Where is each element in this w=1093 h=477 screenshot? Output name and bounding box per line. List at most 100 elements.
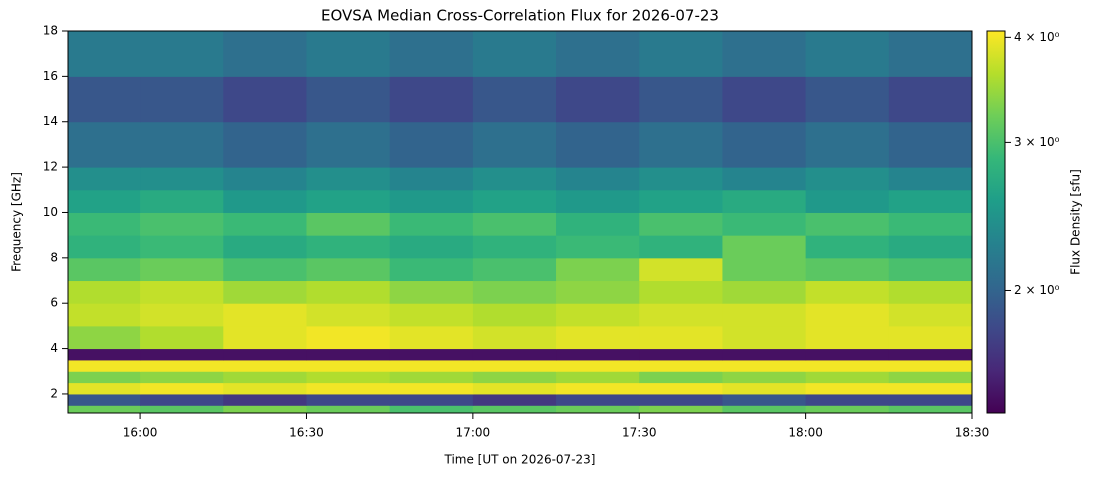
x-tick-label: 17:00 — [456, 426, 491, 440]
heatmap-cell — [306, 393, 391, 406]
heatmap-cell — [805, 31, 890, 77]
heatmap-cell — [556, 393, 640, 406]
heatmap-cell — [140, 257, 224, 282]
heatmap-cell — [639, 280, 723, 304]
heatmap-cell — [306, 325, 391, 350]
heatmap-cell — [805, 303, 890, 327]
heatmap-cell — [639, 393, 723, 406]
y-tick-label: 16 — [43, 69, 58, 83]
y-tick-label: 18 — [43, 24, 58, 38]
heatmap-cell — [888, 76, 973, 123]
heatmap-cell — [68, 121, 141, 168]
heatmap-cell — [805, 382, 890, 395]
heatmap-cell — [722, 405, 807, 414]
heatmap-cell — [389, 167, 474, 191]
heatmap-cell — [472, 235, 557, 259]
heatmap-cell — [556, 348, 640, 361]
heatmap-cell — [722, 189, 807, 213]
heatmap-cell — [223, 405, 307, 414]
x-axis-label: Time [UT on 2026-07-23] — [444, 453, 596, 467]
heatmap-cell — [389, 303, 474, 327]
x-tick-label: 18:30 — [955, 426, 990, 440]
y-tick-label: 2 — [50, 386, 58, 400]
heatmap-cell — [888, 212, 973, 236]
heatmap-cell — [888, 235, 973, 259]
heatmap-cell — [223, 382, 307, 395]
heatmap-cell — [306, 76, 391, 123]
heatmap-cell — [223, 325, 307, 350]
heatmap-cell — [223, 235, 307, 259]
heatmap-cell — [140, 371, 224, 384]
heatmap-cell — [722, 257, 807, 282]
heatmap-cell — [639, 212, 723, 236]
heatmap-cell — [805, 212, 890, 236]
heatmap-cell — [888, 325, 973, 350]
heatmap-cell — [556, 325, 640, 350]
heatmap-cell — [389, 212, 474, 236]
heatmap-cell — [805, 76, 890, 123]
heatmap-cell — [68, 303, 141, 327]
heatmap-cell — [888, 121, 973, 168]
heatmap-cell — [639, 189, 723, 213]
heatmap-cell — [223, 280, 307, 304]
heatmap-cell — [68, 280, 141, 304]
heatmap-cell — [556, 235, 640, 259]
x-tick-label: 16:00 — [123, 426, 158, 440]
heatmap-cell — [639, 382, 723, 395]
heatmap-cell — [68, 31, 141, 77]
heatmap-cell — [306, 189, 391, 213]
heatmap-cell — [223, 167, 307, 191]
heatmap-cell — [472, 31, 557, 77]
heatmap-cell — [556, 303, 640, 327]
heatmap-cell — [805, 405, 890, 414]
heatmap-cell — [639, 167, 723, 191]
heatmap-cell — [389, 393, 474, 406]
heatmap-cell — [722, 31, 807, 77]
heatmap-cell — [472, 257, 557, 282]
x-tick-label: 17:30 — [622, 426, 657, 440]
heatmap-cell — [722, 121, 807, 168]
x-tick-label: 16:30 — [289, 426, 324, 440]
heatmap-cell — [306, 31, 391, 77]
heatmap-cell — [805, 325, 890, 350]
heatmap-cell — [68, 76, 141, 123]
heatmap-cell — [722, 393, 807, 406]
heatmap-cell — [472, 189, 557, 213]
heatmap-cell — [639, 257, 723, 282]
heatmap-cell — [389, 280, 474, 304]
heatmap-cell — [306, 405, 391, 414]
heatmap-cell — [805, 393, 890, 406]
heatmap-cell — [223, 359, 307, 372]
heatmap-cell — [140, 121, 224, 168]
heatmap-cell — [639, 31, 723, 77]
heatmap-cell — [888, 393, 973, 406]
heatmap-cell — [223, 212, 307, 236]
heatmap-cell — [140, 325, 224, 350]
heatmap-cell — [556, 371, 640, 384]
heatmap-cell — [805, 257, 890, 282]
heatmap-cell — [306, 303, 391, 327]
heatmap-cell — [389, 189, 474, 213]
plot-frame — [67, 30, 973, 414]
heatmap-cell — [389, 382, 474, 395]
heatmap-cell — [68, 371, 141, 384]
heatmap-cell — [389, 257, 474, 282]
heatmap-cell — [140, 235, 224, 259]
colorbar-tick-label: 3 × 10⁰ — [1014, 135, 1060, 149]
heatmap-cell — [389, 371, 474, 384]
heatmap-cell — [68, 257, 141, 282]
colorbar-tick-label: 2 × 10⁰ — [1014, 283, 1060, 297]
heatmap-cell — [472, 303, 557, 327]
heatmap-cell — [639, 348, 723, 361]
heatmap-cell — [556, 167, 640, 191]
heatmap-cell — [223, 76, 307, 123]
heatmap-cell — [306, 235, 391, 259]
heatmap-cell — [140, 212, 224, 236]
heatmap-cell — [888, 382, 973, 395]
heatmap-cell — [888, 189, 973, 213]
heatmap-cell — [389, 359, 474, 372]
heatmap-cell — [888, 280, 973, 304]
heatmap-cell — [472, 382, 557, 395]
x-tick-label: 18:00 — [788, 426, 823, 440]
